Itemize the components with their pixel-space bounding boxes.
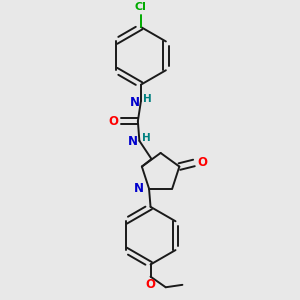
Text: N: N: [128, 135, 138, 148]
Text: O: O: [197, 156, 207, 170]
Text: Cl: Cl: [135, 2, 147, 13]
Text: H: H: [143, 94, 152, 104]
Text: O: O: [146, 278, 155, 292]
Text: N: N: [134, 182, 144, 194]
Text: O: O: [108, 115, 118, 128]
Text: H: H: [142, 134, 150, 143]
Text: N: N: [129, 96, 140, 109]
